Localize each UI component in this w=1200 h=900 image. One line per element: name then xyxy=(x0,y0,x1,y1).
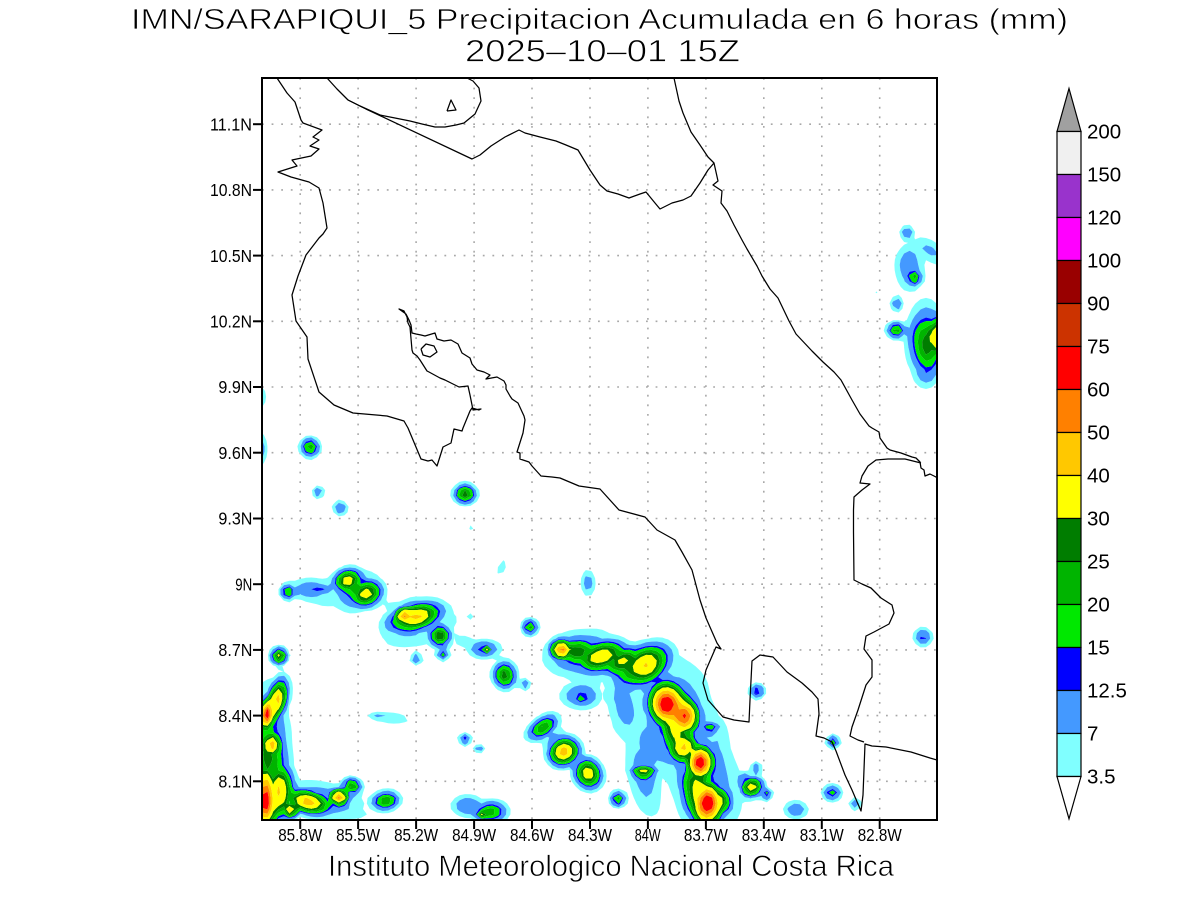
svg-text:84.3W: 84.3W xyxy=(568,825,612,845)
svg-text:20: 20 xyxy=(1087,594,1110,617)
svg-text:83.4W: 83.4W xyxy=(742,825,786,845)
svg-text:10.8N: 10.8N xyxy=(210,180,252,200)
svg-text:82.8W: 82.8W xyxy=(858,825,902,845)
svg-text:8.4N: 8.4N xyxy=(218,706,252,726)
svg-text:15: 15 xyxy=(1087,637,1110,660)
svg-text:12.5: 12.5 xyxy=(1087,680,1127,703)
svg-text:84W: 84W xyxy=(635,825,661,845)
svg-text:83.7W: 83.7W xyxy=(684,825,728,845)
svg-text:60: 60 xyxy=(1087,379,1110,402)
svg-text:9.3N: 9.3N xyxy=(218,509,252,529)
svg-text:2025–10–01 15Z: 2025–10–01 15Z xyxy=(465,33,740,69)
svg-text:50: 50 xyxy=(1087,422,1110,445)
svg-text:25: 25 xyxy=(1087,551,1110,574)
svg-text:8.7N: 8.7N xyxy=(218,640,252,660)
svg-text:83.1W: 83.1W xyxy=(800,825,844,845)
svg-text:3.5: 3.5 xyxy=(1087,766,1116,789)
svg-text:84.9W: 84.9W xyxy=(452,825,496,845)
svg-text:85.2W: 85.2W xyxy=(394,825,438,845)
svg-text:9.6N: 9.6N xyxy=(218,443,252,463)
svg-text:Instituto Meteorologico Nacion: Instituto Meteorologico Nacional Costa R… xyxy=(328,850,894,883)
svg-text:10.2N: 10.2N xyxy=(210,312,252,332)
svg-text:9.9N: 9.9N xyxy=(218,377,252,397)
svg-text:IMN/SARAPIQUI_5 Precipitacion: IMN/SARAPIQUI_5 Precipitacion Acumulada … xyxy=(131,4,1068,36)
svg-text:75: 75 xyxy=(1087,336,1110,359)
svg-text:120: 120 xyxy=(1087,207,1121,230)
svg-text:90: 90 xyxy=(1087,293,1110,316)
svg-text:30: 30 xyxy=(1087,508,1110,531)
svg-text:40: 40 xyxy=(1087,465,1110,488)
svg-text:10.5N: 10.5N xyxy=(210,246,252,266)
svg-text:85.8W: 85.8W xyxy=(278,825,322,845)
svg-text:8.1N: 8.1N xyxy=(218,772,252,792)
svg-text:7: 7 xyxy=(1087,723,1098,746)
svg-text:85.5W: 85.5W xyxy=(336,825,380,845)
svg-text:150: 150 xyxy=(1087,164,1121,187)
svg-text:9N: 9N xyxy=(235,574,252,594)
svg-text:84.6W: 84.6W xyxy=(510,825,554,845)
svg-text:100: 100 xyxy=(1087,250,1121,273)
svg-text:200: 200 xyxy=(1087,121,1121,144)
svg-text:11.1N: 11.1N xyxy=(210,114,252,134)
